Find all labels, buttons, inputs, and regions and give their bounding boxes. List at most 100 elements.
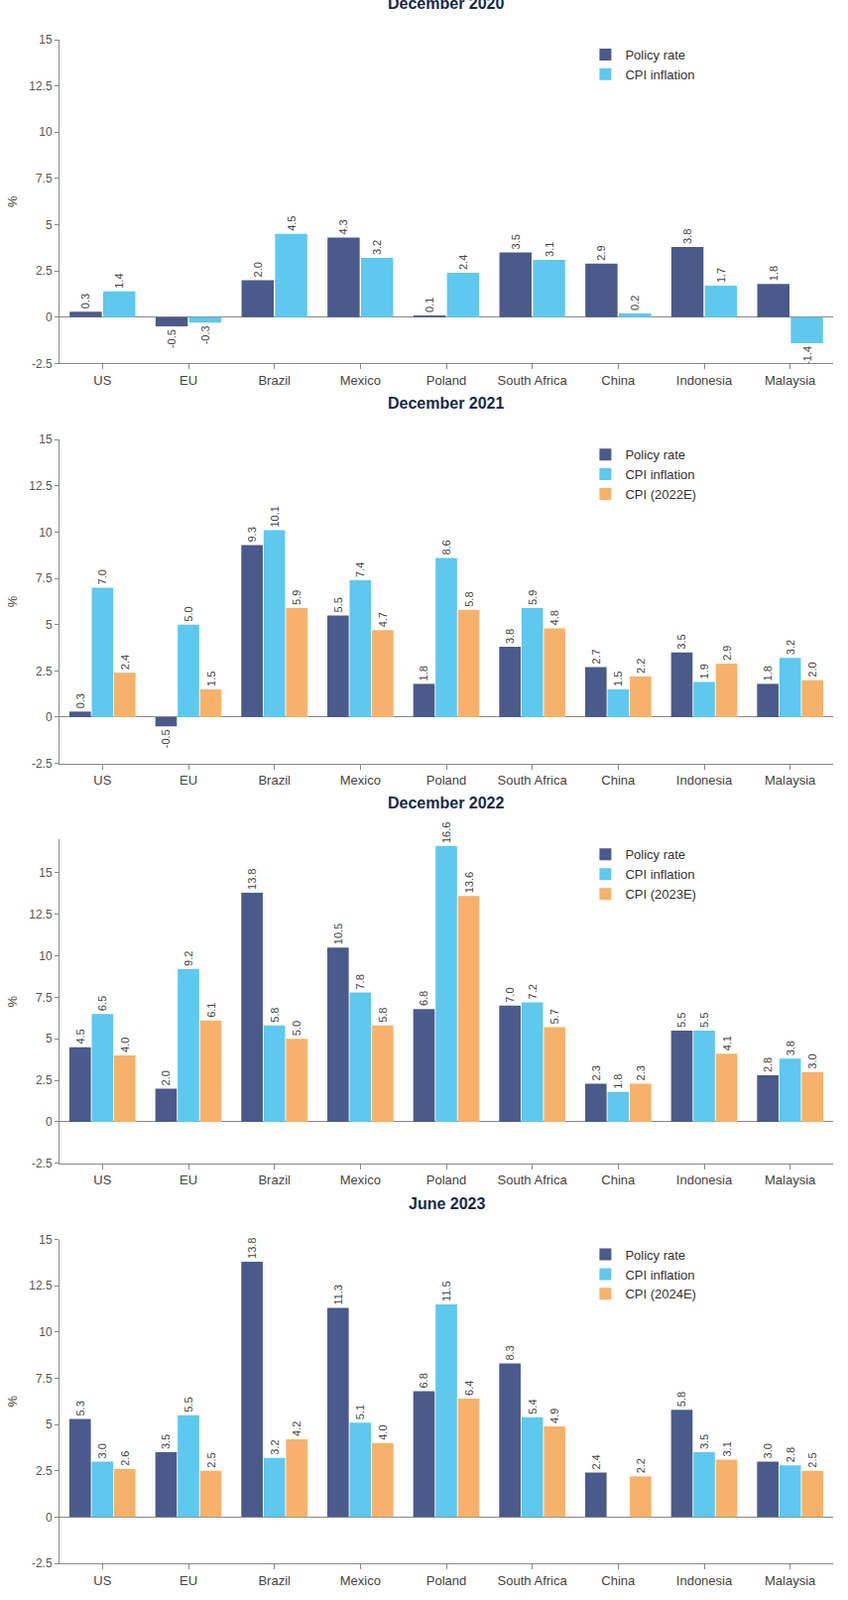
svg-text:Brazil: Brazil	[257, 1573, 291, 1588]
svg-text:6.1: 6.1	[205, 1002, 218, 1018]
svg-text:1.8: 1.8	[417, 665, 430, 681]
svg-text:5.8: 5.8	[376, 1007, 389, 1023]
svg-text:5.8: 5.8	[268, 1007, 281, 1023]
svg-text:5: 5	[45, 218, 53, 233]
svg-text:-2.5: -2.5	[31, 1156, 53, 1171]
svg-text:%: %	[4, 595, 20, 607]
svg-text:1.4: 1.4	[113, 272, 125, 288]
svg-text:-2.5: -2.5	[31, 357, 53, 371]
svg-text:-1.4: -1.4	[801, 346, 814, 365]
svg-text:7.5: 7.5	[35, 1371, 53, 1386]
svg-text:US: US	[93, 1573, 112, 1588]
svg-text:12.5: 12.5	[28, 79, 53, 94]
svg-text:2.5: 2.5	[35, 664, 53, 679]
svg-text:December 2021: December 2021	[387, 394, 505, 412]
svg-text:0: 0	[45, 1114, 53, 1129]
svg-text:2.5: 2.5	[35, 1463, 53, 1478]
svg-text:3.2: 3.2	[268, 1439, 281, 1454]
svg-text:Malaysia: Malaysia	[764, 1172, 817, 1188]
svg-text:June 2023: June 2023	[408, 1195, 485, 1212]
svg-text:4.1: 4.1	[721, 1035, 733, 1051]
svg-text:China: China	[601, 1172, 636, 1188]
svg-text:5.7: 5.7	[548, 1008, 561, 1024]
svg-text:South Africa: South Africa	[497, 372, 569, 388]
svg-text:EU: EU	[179, 1172, 198, 1188]
svg-text:4.3: 4.3	[337, 219, 350, 235]
svg-text:7.5: 7.5	[35, 990, 53, 1005]
svg-text:EU: EU	[179, 772, 198, 788]
svg-text:%: %	[4, 1395, 20, 1408]
svg-text:Poland: Poland	[426, 372, 467, 388]
svg-text:9.3: 9.3	[245, 526, 258, 542]
svg-text:2.5: 2.5	[806, 1452, 819, 1467]
svg-text:Mexico: Mexico	[340, 772, 381, 788]
svg-text:7.4: 7.4	[354, 562, 366, 578]
svg-text:CPI (2024E): CPI (2024E)	[624, 1286, 697, 1302]
svg-text:5: 5	[45, 1031, 53, 1046]
svg-text:2.7: 2.7	[590, 648, 603, 664]
svg-text:9.2: 9.2	[182, 951, 195, 967]
svg-text:-2.5: -2.5	[31, 1556, 53, 1571]
svg-text:2.0: 2.0	[159, 1070, 172, 1086]
svg-text:13.6: 13.6	[463, 871, 476, 893]
svg-text:15: 15	[38, 1232, 53, 1247]
svg-text:4.0: 4.0	[376, 1424, 389, 1440]
svg-text:4.5: 4.5	[285, 216, 298, 232]
svg-text:5.9: 5.9	[526, 590, 539, 606]
svg-text:0.1: 0.1	[423, 297, 436, 313]
svg-text:South Africa: South Africa	[497, 1573, 569, 1588]
svg-text:2.5: 2.5	[35, 1073, 53, 1088]
svg-text:3.5: 3.5	[159, 1434, 172, 1450]
svg-text:5.0: 5.0	[182, 605, 195, 621]
svg-text:2.9: 2.9	[595, 244, 607, 260]
svg-text:4.0: 4.0	[119, 1037, 131, 1053]
svg-text:3.2: 3.2	[370, 240, 383, 255]
svg-text:South Africa: South Africa	[497, 772, 569, 788]
svg-text:CPI inflation: CPI inflation	[624, 67, 695, 83]
svg-text:CPI inflation: CPI inflation	[624, 1267, 695, 1283]
svg-text:15: 15	[38, 432, 53, 447]
svg-text:Policy rate: Policy rate	[624, 47, 686, 63]
svg-text:2.5: 2.5	[35, 263, 53, 278]
svg-text:3.5: 3.5	[509, 234, 522, 249]
svg-text:5.8: 5.8	[463, 591, 476, 606]
svg-text:5: 5	[45, 617, 53, 632]
svg-text:13.8: 13.8	[245, 1237, 258, 1259]
svg-text:-0.5: -0.5	[159, 728, 172, 748]
svg-text:3.8: 3.8	[503, 628, 516, 644]
svg-text:Poland: Poland	[426, 1573, 467, 1588]
svg-text:2.8: 2.8	[784, 1447, 797, 1462]
svg-text:Indonesia: Indonesia	[676, 772, 733, 788]
svg-text:6.8: 6.8	[417, 1372, 430, 1388]
svg-text:4.5: 4.5	[74, 1028, 87, 1044]
svg-text:US: US	[93, 772, 112, 788]
svg-text:US: US	[93, 1172, 112, 1188]
svg-text:%: %	[4, 994, 20, 1007]
svg-text:2.2: 2.2	[634, 1457, 647, 1473]
svg-text:December 2020: December 2020	[387, 0, 505, 12]
svg-text:3.1: 3.1	[721, 1441, 733, 1456]
svg-text:-0.3: -0.3	[199, 325, 212, 345]
svg-text:Brazil: Brazil	[257, 1172, 291, 1188]
svg-text:Mexico: Mexico	[340, 1172, 381, 1188]
svg-text:3.0: 3.0	[806, 1053, 819, 1069]
svg-text:Malaysia: Malaysia	[764, 1573, 817, 1588]
svg-text:3.5: 3.5	[698, 1434, 711, 1450]
svg-text:2.6: 2.6	[119, 1451, 131, 1466]
svg-text:December 2022: December 2022	[387, 794, 505, 812]
svg-text:Policy rate: Policy rate	[624, 447, 686, 463]
svg-text:3.8: 3.8	[681, 229, 694, 244]
svg-text:7.0: 7.0	[96, 569, 109, 585]
svg-text:7.5: 7.5	[35, 171, 53, 186]
svg-text:0: 0	[45, 310, 53, 325]
svg-text:6.5: 6.5	[96, 995, 109, 1011]
svg-text:2.4: 2.4	[119, 654, 131, 670]
svg-text:2.0: 2.0	[806, 661, 819, 677]
svg-text:1.5: 1.5	[611, 671, 624, 687]
svg-text:1.8: 1.8	[761, 665, 774, 681]
svg-text:Mexico: Mexico	[340, 1573, 381, 1588]
svg-text:0.2: 0.2	[628, 295, 641, 311]
svg-text:6.8: 6.8	[417, 990, 430, 1006]
svg-text:0.3: 0.3	[79, 293, 92, 309]
svg-text:Indonesia: Indonesia	[676, 372, 733, 388]
